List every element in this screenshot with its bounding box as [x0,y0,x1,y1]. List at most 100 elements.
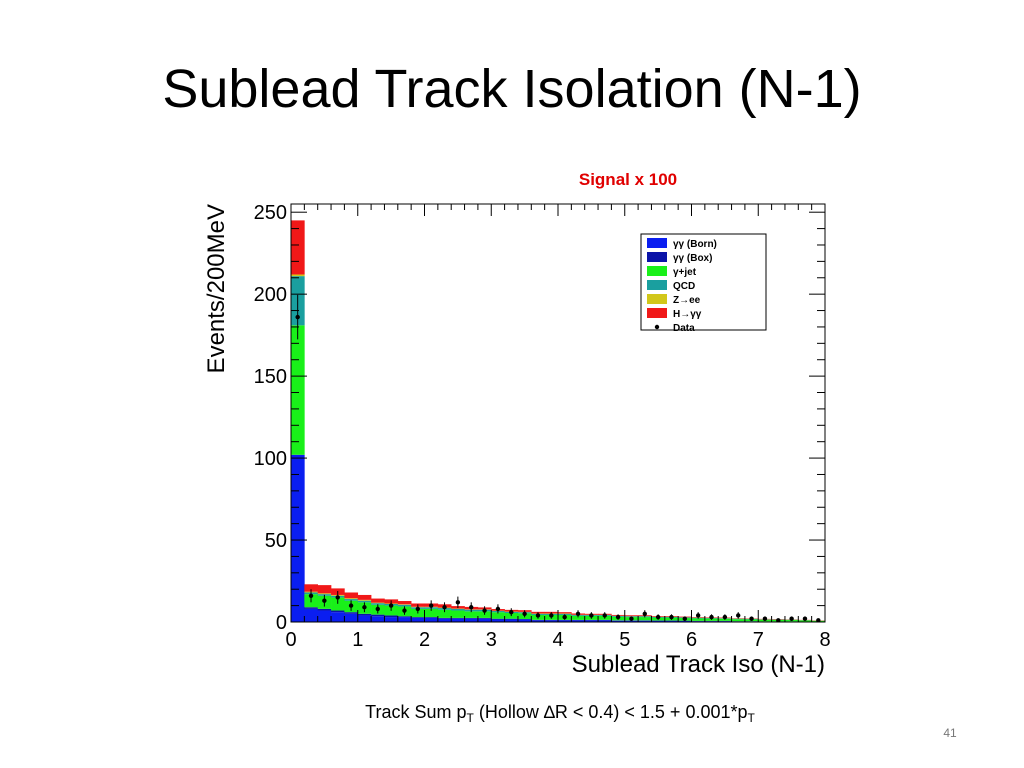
bar-s0-b5 [357,615,372,622]
axis-tick-labels: 0 1 2 3 4 5 6 7 8 0 50 100 150 200 250 [254,202,831,651]
y-tick-label: 200 [254,284,287,306]
data-point-27 [655,614,661,620]
data-point-23 [602,613,607,618]
data-point-35 [762,616,768,621]
plot-area [291,220,826,623]
data-point-26 [642,611,647,617]
data-point-34 [749,616,754,621]
y-tick-label: 100 [254,448,287,470]
bar-s2-b13 [464,611,479,618]
data-point-6 [375,606,380,612]
bar-s0-b7 [384,617,399,622]
legend-swatch-0 [647,238,667,248]
bar-s0-b22 [584,620,599,622]
bar-s0-b0 [291,454,305,622]
bar-s0-b21 [571,620,585,622]
axis-ticks [290,204,826,623]
bar-s0-b13 [464,618,479,622]
data-point-20 [562,614,567,620]
bar-s1-b2 [317,608,332,611]
data-point-33 [736,613,741,618]
legend-label-3: QCD [673,281,695,292]
data-point-32 [722,614,728,620]
bar-s1-b4 [344,612,359,614]
bar-s0-b12 [451,618,465,622]
data-point-17 [522,611,527,617]
bar-s0-b4 [344,613,359,622]
bar-s3-b12 [451,608,465,611]
x-tick-label: 8 [819,629,830,651]
x-tick-label: 1 [352,629,363,651]
data-point-1 [308,593,314,598]
data-point-39 [816,618,821,623]
bar-s1-b10 [424,617,439,618]
slide-title: Sublead Track Isolation (N-1) [162,59,862,119]
bar-s2-b0 [291,325,305,455]
data-point-13 [469,605,474,610]
bar-s5-b2 [317,585,332,594]
bar-s0-b8 [397,617,412,622]
bar-s5-b6 [371,598,385,603]
bar-s1-b15 [491,618,505,620]
legend-swatch-4 [647,294,667,304]
bar-s0-b26 [638,620,652,622]
legend-swatch-3 [647,280,667,290]
bar-s0-b10 [424,617,439,622]
y-tick-label: 150 [254,366,287,388]
bar-s0-b9 [411,617,425,622]
bar-s3-b4 [344,599,359,601]
bar-s5-b5 [357,594,372,600]
data-point-10 [428,603,434,608]
bar-s2-b21 [571,615,585,620]
data-point-7 [388,603,394,608]
data-point-5 [362,605,367,610]
bar-s1-b6 [371,614,385,617]
caption-sub1: T [466,711,474,725]
bar-s4-b0 [291,274,305,277]
legend-swatch-2 [647,266,667,276]
bar-s1-b7 [384,615,399,618]
caption-part2: (Hollow ∆R < 0.4) < 1.5 + 0.001*p [473,702,748,722]
bar-s4-b5 [357,599,372,601]
bar-s2-b10 [424,608,439,618]
bar-s4-b2 [317,593,332,595]
x-tick-label: 6 [686,629,697,651]
bar-s0-b14 [477,618,492,622]
legend-label-1: γγ (Box) [673,253,712,264]
bar-s5-b25 [624,615,639,617]
bar-s5-b1 [304,584,318,592]
data-point-29 [682,616,688,621]
data-point-38 [802,616,808,621]
bar-s0-b20 [558,620,572,622]
data-point-30 [695,613,701,618]
data-point-0 [295,314,300,320]
x-tick-label: 2 [419,629,430,651]
legend-label-5: H→γγ [673,309,702,320]
data-point-16 [509,609,514,615]
x-tick-label: 5 [619,629,630,651]
bar-s5-b8 [397,601,412,605]
bar-s1-b8 [397,616,412,618]
bar-s2-b11 [437,609,452,618]
bar-s2-b33 [731,619,746,622]
bar-s2-b12 [451,610,465,618]
legend: γγ (Born) γγ (Box) γ+jet QCD Z→ee H→γγ Data [640,233,767,334]
x-tick-label: 4 [552,629,563,651]
data-point-3 [335,595,340,600]
data-point-25 [629,616,634,621]
data-point-19 [549,613,554,618]
bar-s0-b19 [544,620,559,622]
y-axis-label: Events/200MeV [203,204,230,373]
bar-s0-b23 [598,620,612,622]
bar-s0-b24 [611,620,626,622]
x-tick-label: 3 [486,629,497,651]
signal-scale-note: Signal x 100 [578,170,678,189]
bar-s0-b28 [664,620,679,622]
x-axis-label: Sublead Track Iso (N-1) [572,651,825,678]
bar-s0-b18 [531,620,545,622]
data-point-21 [575,611,581,617]
legend-label-2: γ+jet [673,267,697,278]
bar-s1-b13 [464,617,479,619]
data-point-36 [776,618,781,623]
